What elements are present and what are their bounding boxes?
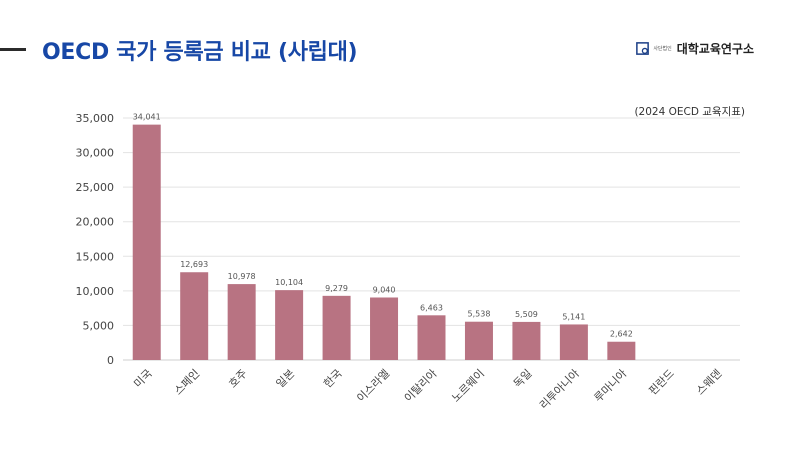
bar (417, 315, 446, 360)
y-tick-label: 10,000 (76, 285, 115, 298)
title-accent-rule (0, 48, 26, 51)
brand-sublabel-text: 사단법인 (653, 45, 672, 52)
source-note: (2024 OECD 교육지표) (634, 106, 745, 118)
brand-sublabel: 사단법인 (653, 46, 671, 52)
bar (275, 290, 304, 360)
y-tick-label: 30,000 (76, 147, 115, 160)
bar-value-label: 12,693 (180, 260, 208, 269)
bar-value-label: 9,279 (325, 284, 348, 293)
x-category-label: 스웨덴 (694, 367, 725, 398)
bar (227, 284, 256, 360)
y-tick-label: 25,000 (76, 181, 115, 194)
x-category-label: 일본 (273, 366, 297, 390)
bar-value-label: 10,978 (228, 272, 256, 281)
x-category-label: 노르웨이 (449, 367, 487, 405)
x-category-label: 핀란드 (646, 367, 677, 398)
x-category-label: 미국 (131, 367, 155, 391)
brand-mark-icon (636, 42, 650, 55)
page-title: OECD 국가 등록금 비교 (사립대) (42, 40, 358, 65)
x-category-label: 호주 (226, 367, 250, 391)
y-tick-label: 0 (107, 354, 114, 367)
y-tick-label: 20,000 (76, 216, 115, 229)
bar-value-label: 9,040 (373, 285, 396, 294)
bar (370, 297, 399, 360)
x-category-label: 한국 (321, 367, 345, 391)
bar-value-label: 6,463 (420, 303, 443, 312)
y-tick-label: 5,000 (83, 319, 115, 332)
bar (180, 272, 209, 360)
bar (132, 124, 161, 360)
bar-value-label: 34,041 (133, 113, 161, 122)
bar (559, 324, 588, 360)
x-category-label: 이탈리아 (402, 367, 440, 405)
brand-logo: 사단법인 대학교육연구소 (635, 40, 754, 57)
x-category-label: 리투아니아 (537, 367, 582, 412)
bar (607, 341, 636, 360)
bar-value-label: 5,538 (468, 310, 491, 319)
bar-value-label: 5,141 (562, 312, 585, 321)
bar (464, 321, 493, 360)
bar (322, 295, 351, 360)
x-category-label: 독일 (510, 366, 534, 390)
y-tick-label: 15,000 (76, 250, 115, 263)
bar-value-label: 5,509 (515, 310, 538, 319)
y-tick-label: 35,000 (76, 112, 115, 125)
x-category-label: 스페인 (172, 367, 203, 398)
bar (512, 321, 541, 360)
x-category-label: 루마니아 (592, 367, 630, 405)
brand-name: 대학교육연구소 (676, 42, 754, 56)
bar-value-label: 2,642 (610, 330, 633, 339)
x-category-label: 이스라엘 (354, 367, 392, 405)
bar-value-label: 10,104 (275, 278, 303, 287)
brand-emblem: 사단법인 (635, 41, 672, 56)
